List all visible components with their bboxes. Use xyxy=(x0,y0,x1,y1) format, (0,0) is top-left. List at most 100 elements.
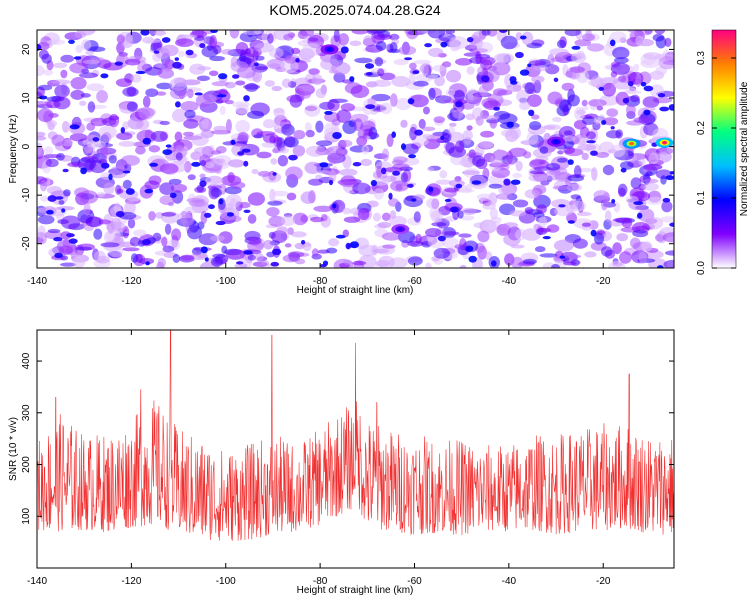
spectrogram-cell xyxy=(645,216,664,230)
spectrogram-cell xyxy=(480,59,493,71)
x-tick-label: -120 xyxy=(121,276,141,287)
spectrogram-cell xyxy=(183,160,192,173)
spectrogram-cell xyxy=(148,145,161,153)
spectrogram-cell xyxy=(122,121,130,130)
spectrogram-cell xyxy=(270,261,280,267)
spectrogram-cell xyxy=(169,192,177,199)
spectrogram-cell xyxy=(358,244,378,257)
spectrogram-cell xyxy=(400,119,408,128)
spectrogram-x-axis-label: Height of straight line (km) xyxy=(297,285,414,296)
spectrogram-cell xyxy=(127,217,136,229)
spectrogram-cell xyxy=(159,163,179,175)
spectrogram-cell xyxy=(270,158,278,165)
spectrogram-cell xyxy=(333,72,346,83)
spectrogram-cell xyxy=(612,46,630,60)
spectrogram-cell xyxy=(75,246,92,251)
spectrogram-cell xyxy=(360,158,372,167)
spectrogram-cell xyxy=(587,78,607,87)
spectrogram-cell xyxy=(590,150,598,156)
colorbar-gradient xyxy=(712,30,736,268)
spectrogram-cell xyxy=(135,118,150,131)
spectrogram-cell xyxy=(458,233,472,238)
spectrogram-cell xyxy=(655,35,667,49)
spectrogram-cell xyxy=(255,55,265,61)
spectrogram-cell xyxy=(285,166,303,181)
y-tick-label: 20 xyxy=(21,43,32,55)
x-tick-label: -140 xyxy=(27,276,47,287)
spectrogram-cell xyxy=(37,231,44,238)
spectrogram-cell xyxy=(413,80,429,87)
spectrogram-cell xyxy=(211,81,230,87)
spectrogram-cell xyxy=(100,73,109,79)
spectrogram-cell xyxy=(243,95,250,102)
spectrogram-cell xyxy=(427,30,446,39)
spectrogram-cell xyxy=(430,210,443,223)
spectrogram-cell xyxy=(508,147,528,157)
spectrogram-cell xyxy=(481,220,502,231)
spectrogram-cell xyxy=(366,30,379,35)
spectrogram-cell xyxy=(46,119,58,128)
spectrogram-cell xyxy=(506,150,513,164)
spectrogram-cell xyxy=(266,58,285,70)
spectrogram-cell xyxy=(550,57,565,62)
spectrogram-cell xyxy=(172,108,187,123)
spectrogram-cell xyxy=(142,239,151,246)
spectrogram-cell xyxy=(292,145,306,157)
spectrogram-cell xyxy=(604,210,612,223)
spectrogram-cell xyxy=(228,159,245,168)
spectrogram-cell xyxy=(263,239,274,250)
spectrogram-cell xyxy=(361,144,370,155)
spectrogram-cell xyxy=(468,255,477,263)
spectrogram-cell xyxy=(115,78,132,87)
spectrogram-cell xyxy=(172,61,182,69)
spectrogram-peak xyxy=(629,141,635,146)
spectrogram-cell xyxy=(526,131,539,145)
spectrogram-cell xyxy=(491,260,497,267)
spectrogram-cell xyxy=(481,75,490,83)
spectrogram-cell xyxy=(572,238,588,249)
spectrogram-cell xyxy=(643,109,651,116)
spectrogram-cell xyxy=(225,249,246,260)
spectrogram-cell xyxy=(378,255,395,268)
spectrogram-cell xyxy=(97,191,105,198)
spectrogram-cell xyxy=(229,30,240,39)
spectrogram-cell xyxy=(547,91,563,105)
spectrogram-cell xyxy=(591,167,598,181)
spectrogram-cell xyxy=(617,183,628,196)
spectrogram-cell xyxy=(108,173,113,181)
spectrogram-cell xyxy=(371,93,391,102)
spectrogram-cell xyxy=(352,260,367,266)
spectrogram-cell xyxy=(363,35,373,45)
spectrogram-cell xyxy=(567,220,575,224)
spectrogram-cell xyxy=(328,155,339,165)
spectrogram-cell xyxy=(500,35,518,50)
spectrogram-cell xyxy=(145,261,150,266)
spectrogram-cell xyxy=(162,245,175,253)
spectrogram-cell xyxy=(503,178,511,186)
spectrogram-cell xyxy=(53,237,63,242)
spectrogram-cell xyxy=(449,39,461,52)
spectrogram-cell xyxy=(332,199,346,213)
spectrogram-cell xyxy=(187,174,196,181)
spectrogram-cell xyxy=(423,106,430,115)
spectrogram-cell xyxy=(646,196,664,205)
spectrogram-cell xyxy=(431,198,440,210)
spectrogram-cell xyxy=(204,212,212,218)
colorbar-ticks: 0.0 0.1 0.2 0.3 xyxy=(696,51,736,275)
spectrogram-cell xyxy=(295,57,300,63)
spectrogram-cell xyxy=(380,72,396,81)
spectrogram-cell xyxy=(51,134,65,147)
spectrogram-cell xyxy=(37,108,54,122)
spectrogram-cell xyxy=(305,145,326,157)
spectrogram-cell xyxy=(38,49,50,60)
spectrogram-cell xyxy=(100,242,120,248)
spectrogram-cell xyxy=(38,84,53,91)
spectrogram-cell xyxy=(611,144,626,158)
spectrogram-cell xyxy=(662,232,674,243)
spectrogram-cell xyxy=(149,30,157,37)
spectrogram-cell xyxy=(625,104,636,116)
spectrogram-cell xyxy=(576,211,592,217)
spectrogram-cell xyxy=(199,173,206,179)
spectrogram-cell xyxy=(85,50,94,56)
spectrogram-cell xyxy=(235,103,249,115)
